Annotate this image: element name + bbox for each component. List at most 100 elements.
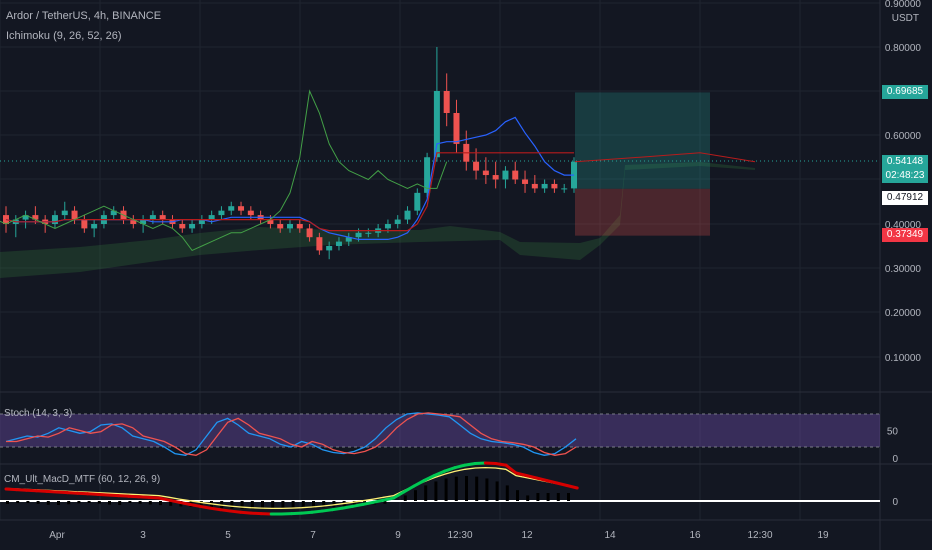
macd-line-segment (137, 495, 151, 499)
candle-body (424, 157, 431, 193)
macd-hist-bar (332, 501, 336, 507)
macd-hist-bar (108, 501, 111, 505)
candle-body (228, 206, 235, 211)
macd-hist-bar (291, 501, 295, 509)
macd-line-segment (300, 510, 314, 515)
target-price-tag: 0.69685 (882, 85, 928, 99)
stop-zone (575, 188, 710, 236)
macd-hist-bar (261, 501, 264, 509)
candle-body (198, 219, 205, 224)
macd-tick-label: 0 (892, 497, 898, 508)
candle-body (384, 224, 391, 229)
macd-line-segment (310, 509, 324, 514)
macd-line-segment (24, 488, 39, 493)
macd-line-segment (106, 493, 120, 498)
candle-body (71, 210, 78, 220)
macd-hist-bar (434, 481, 438, 501)
stoch-label: Stoch (14, 3, 3) (4, 408, 73, 419)
macd-hist-bar (301, 501, 305, 509)
stoch-k-line (5, 412, 577, 456)
macd-hist-bar (128, 501, 132, 503)
macd-hist-bar (312, 501, 315, 508)
macd-line (4, 461, 579, 516)
time-axis-label: 19 (817, 530, 829, 541)
candle-body (110, 210, 117, 216)
macd-line-segment (96, 492, 110, 497)
price-tick-label: 0.30000 (885, 264, 922, 275)
stop-price-tag: 0.37349 (882, 228, 928, 242)
macd-hist-bar (403, 495, 407, 501)
macd-line-segment (157, 496, 171, 502)
candle-body (414, 192, 421, 211)
macd-line-segment (218, 508, 232, 513)
candle-body (189, 224, 196, 229)
macd-line-segment (381, 496, 396, 502)
macd-hist-bar (383, 501, 387, 504)
price-tick-label: 0.90000 (885, 0, 922, 10)
price-tick-label: 0.10000 (885, 353, 922, 364)
time-axis-label: 5 (225, 530, 231, 541)
macd-hist-bar (516, 490, 519, 501)
macd-line-segment (14, 488, 28, 492)
macd-line-segment (116, 494, 130, 498)
candle-body (296, 224, 303, 229)
candle-body (22, 215, 29, 220)
macd-line-segment (35, 489, 49, 493)
macd-line-segment (320, 508, 334, 513)
macd-hist-bar (87, 501, 91, 504)
entry-price-tag: 0.47912 (882, 191, 928, 205)
macd-hist-bar (444, 478, 448, 501)
macd-line-segment (167, 498, 181, 504)
macd-line-segment (208, 506, 222, 512)
macd-hist-bar (148, 501, 152, 505)
candle-body (335, 241, 342, 246)
price-tick-label: 0.60000 (885, 131, 922, 142)
macd-line-segment (371, 498, 385, 504)
macd-hist-bar (526, 495, 530, 501)
macd-hist-bar (505, 485, 509, 501)
macd-line-segment (392, 490, 406, 500)
macd-line-segment (290, 511, 304, 516)
macd-line-segment (4, 487, 18, 492)
candle-body (277, 224, 284, 229)
macd-line-segment (432, 469, 447, 478)
macd-line-segment (86, 492, 100, 496)
candle-body (482, 170, 489, 176)
macd-line-segment (330, 506, 345, 512)
macd-hist-bar (495, 481, 499, 501)
macd-line-segment (463, 462, 477, 467)
candle-body (433, 91, 440, 158)
macd-line-segment (351, 502, 365, 508)
macd-hist-bar (6, 501, 9, 504)
macd-line-segment (177, 500, 192, 506)
macd-line-segment (534, 476, 549, 482)
ichimoku-cloud-future (500, 162, 755, 260)
macd-line-segment (188, 502, 202, 508)
macd-hist-bar (567, 493, 570, 501)
candle-body (287, 224, 293, 229)
time-axis-label: 12 (521, 530, 533, 541)
macd-hist-bar (485, 478, 489, 501)
macd-hist-bar (536, 493, 540, 501)
macd-hist-bar (67, 501, 71, 505)
time-axis-label: 9 (395, 530, 401, 541)
macd-hist-bar (26, 501, 30, 504)
candle-body (326, 246, 333, 251)
candle-body (247, 210, 254, 216)
macd-hist-bar (77, 501, 81, 504)
candle-body (551, 183, 558, 189)
candle-body (91, 224, 98, 229)
macd-hist-bar (454, 476, 458, 501)
target-zone (575, 92, 710, 189)
candle-body (473, 161, 480, 171)
candle-body (238, 206, 245, 211)
macd-hist-bar (250, 501, 254, 509)
macd-hist-bar (57, 501, 60, 505)
macd-line-segment (126, 494, 141, 499)
candle-body (149, 215, 156, 220)
candle-body (512, 170, 519, 180)
candle-body (355, 232, 362, 238)
time-axis-label: 3 (140, 530, 146, 541)
macd-line-segment (228, 509, 243, 514)
